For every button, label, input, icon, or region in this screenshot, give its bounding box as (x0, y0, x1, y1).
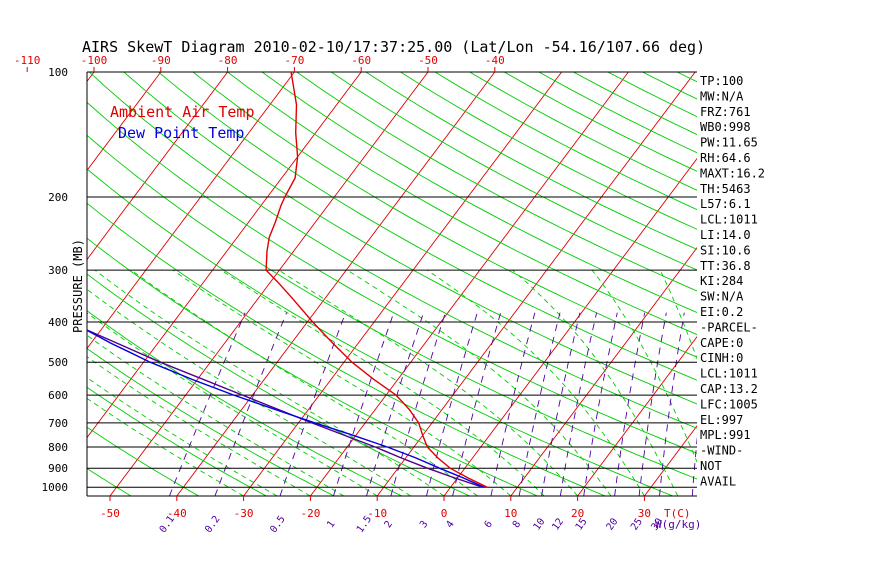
index-item: RH:64.6 (700, 151, 751, 165)
top-tick-label: -80 (218, 54, 238, 67)
index-item: KI:284 (700, 274, 743, 288)
index-item: SI:10.6 (700, 243, 751, 257)
pressure-tick-label: 400 (48, 316, 68, 329)
index-item: LI:14.0 (700, 228, 751, 242)
index-item: LCL:1011 (700, 213, 758, 227)
index-item: LFC:1005 (700, 397, 758, 411)
index-item: -WIND- (700, 444, 743, 458)
pressure-tick-label: 500 (48, 356, 68, 369)
bottom-tick-label: -50 (100, 507, 120, 520)
index-item: CAPE:0 (700, 336, 743, 350)
index-item: SW:N/A (700, 290, 744, 304)
top-tick-label: -110 (14, 54, 41, 67)
index-item: EL:997 (700, 413, 743, 427)
index-item: PW:11.65 (700, 136, 758, 150)
top-tick-label: -50 (418, 54, 438, 67)
index-item: MAXT:16.2 (700, 166, 765, 180)
index-item: TP:100 (700, 74, 743, 88)
legend-dewpoint: Dew Point Temp (118, 124, 244, 142)
pressure-tick-label: 900 (48, 462, 68, 475)
index-item: EI:0.2 (700, 305, 743, 319)
pressure-tick-label: 300 (48, 264, 68, 277)
pressure-tick-label: 1000 (42, 481, 69, 494)
index-item: CINH:0 (700, 351, 743, 365)
bottom-tick-label: 0 (441, 507, 448, 520)
index-item: NOT (700, 459, 722, 473)
index-item: AVAIL (700, 474, 736, 488)
index-item: -PARCEL- (700, 320, 758, 334)
bottom-tick-label: 10 (504, 507, 517, 520)
y-axis-label: PRESSURE (MB) (71, 239, 85, 333)
pressure-tick-label: 200 (48, 191, 68, 204)
index-item: TT:36.8 (700, 259, 751, 273)
top-tick-label: -90 (151, 54, 171, 67)
index-item: FRZ:761 (700, 105, 751, 119)
top-tick-label: -70 (284, 54, 304, 67)
index-item: LCL:1011 (700, 367, 758, 381)
index-item: L57:6.1 (700, 197, 751, 211)
index-item: WB0:998 (700, 120, 751, 134)
pressure-tick-label: 600 (48, 389, 68, 402)
index-item: MPL:991 (700, 428, 751, 442)
pressure-tick-label: 800 (48, 441, 68, 454)
bottom-tick-label: -30 (234, 507, 254, 520)
top-tick-label: -60 (351, 54, 371, 67)
chart-title: AIRS SkewT Diagram 2010-02-10/17:37:25.0… (82, 38, 705, 56)
legend-ambient: Ambient Air Temp (110, 103, 255, 121)
top-tick-label: -40 (485, 54, 505, 67)
pressure-tick-label: 100 (48, 66, 68, 79)
index-item: CAP:13.2 (700, 382, 758, 396)
top-tick-label: -100 (81, 54, 108, 67)
bottom-tick-label: -20 (300, 507, 320, 520)
index-item: TH:5463 (700, 182, 751, 196)
index-item: MW:N/A (700, 89, 744, 103)
bottom-tick-label: 30 (638, 507, 651, 520)
pressure-tick-label: 700 (48, 417, 68, 430)
